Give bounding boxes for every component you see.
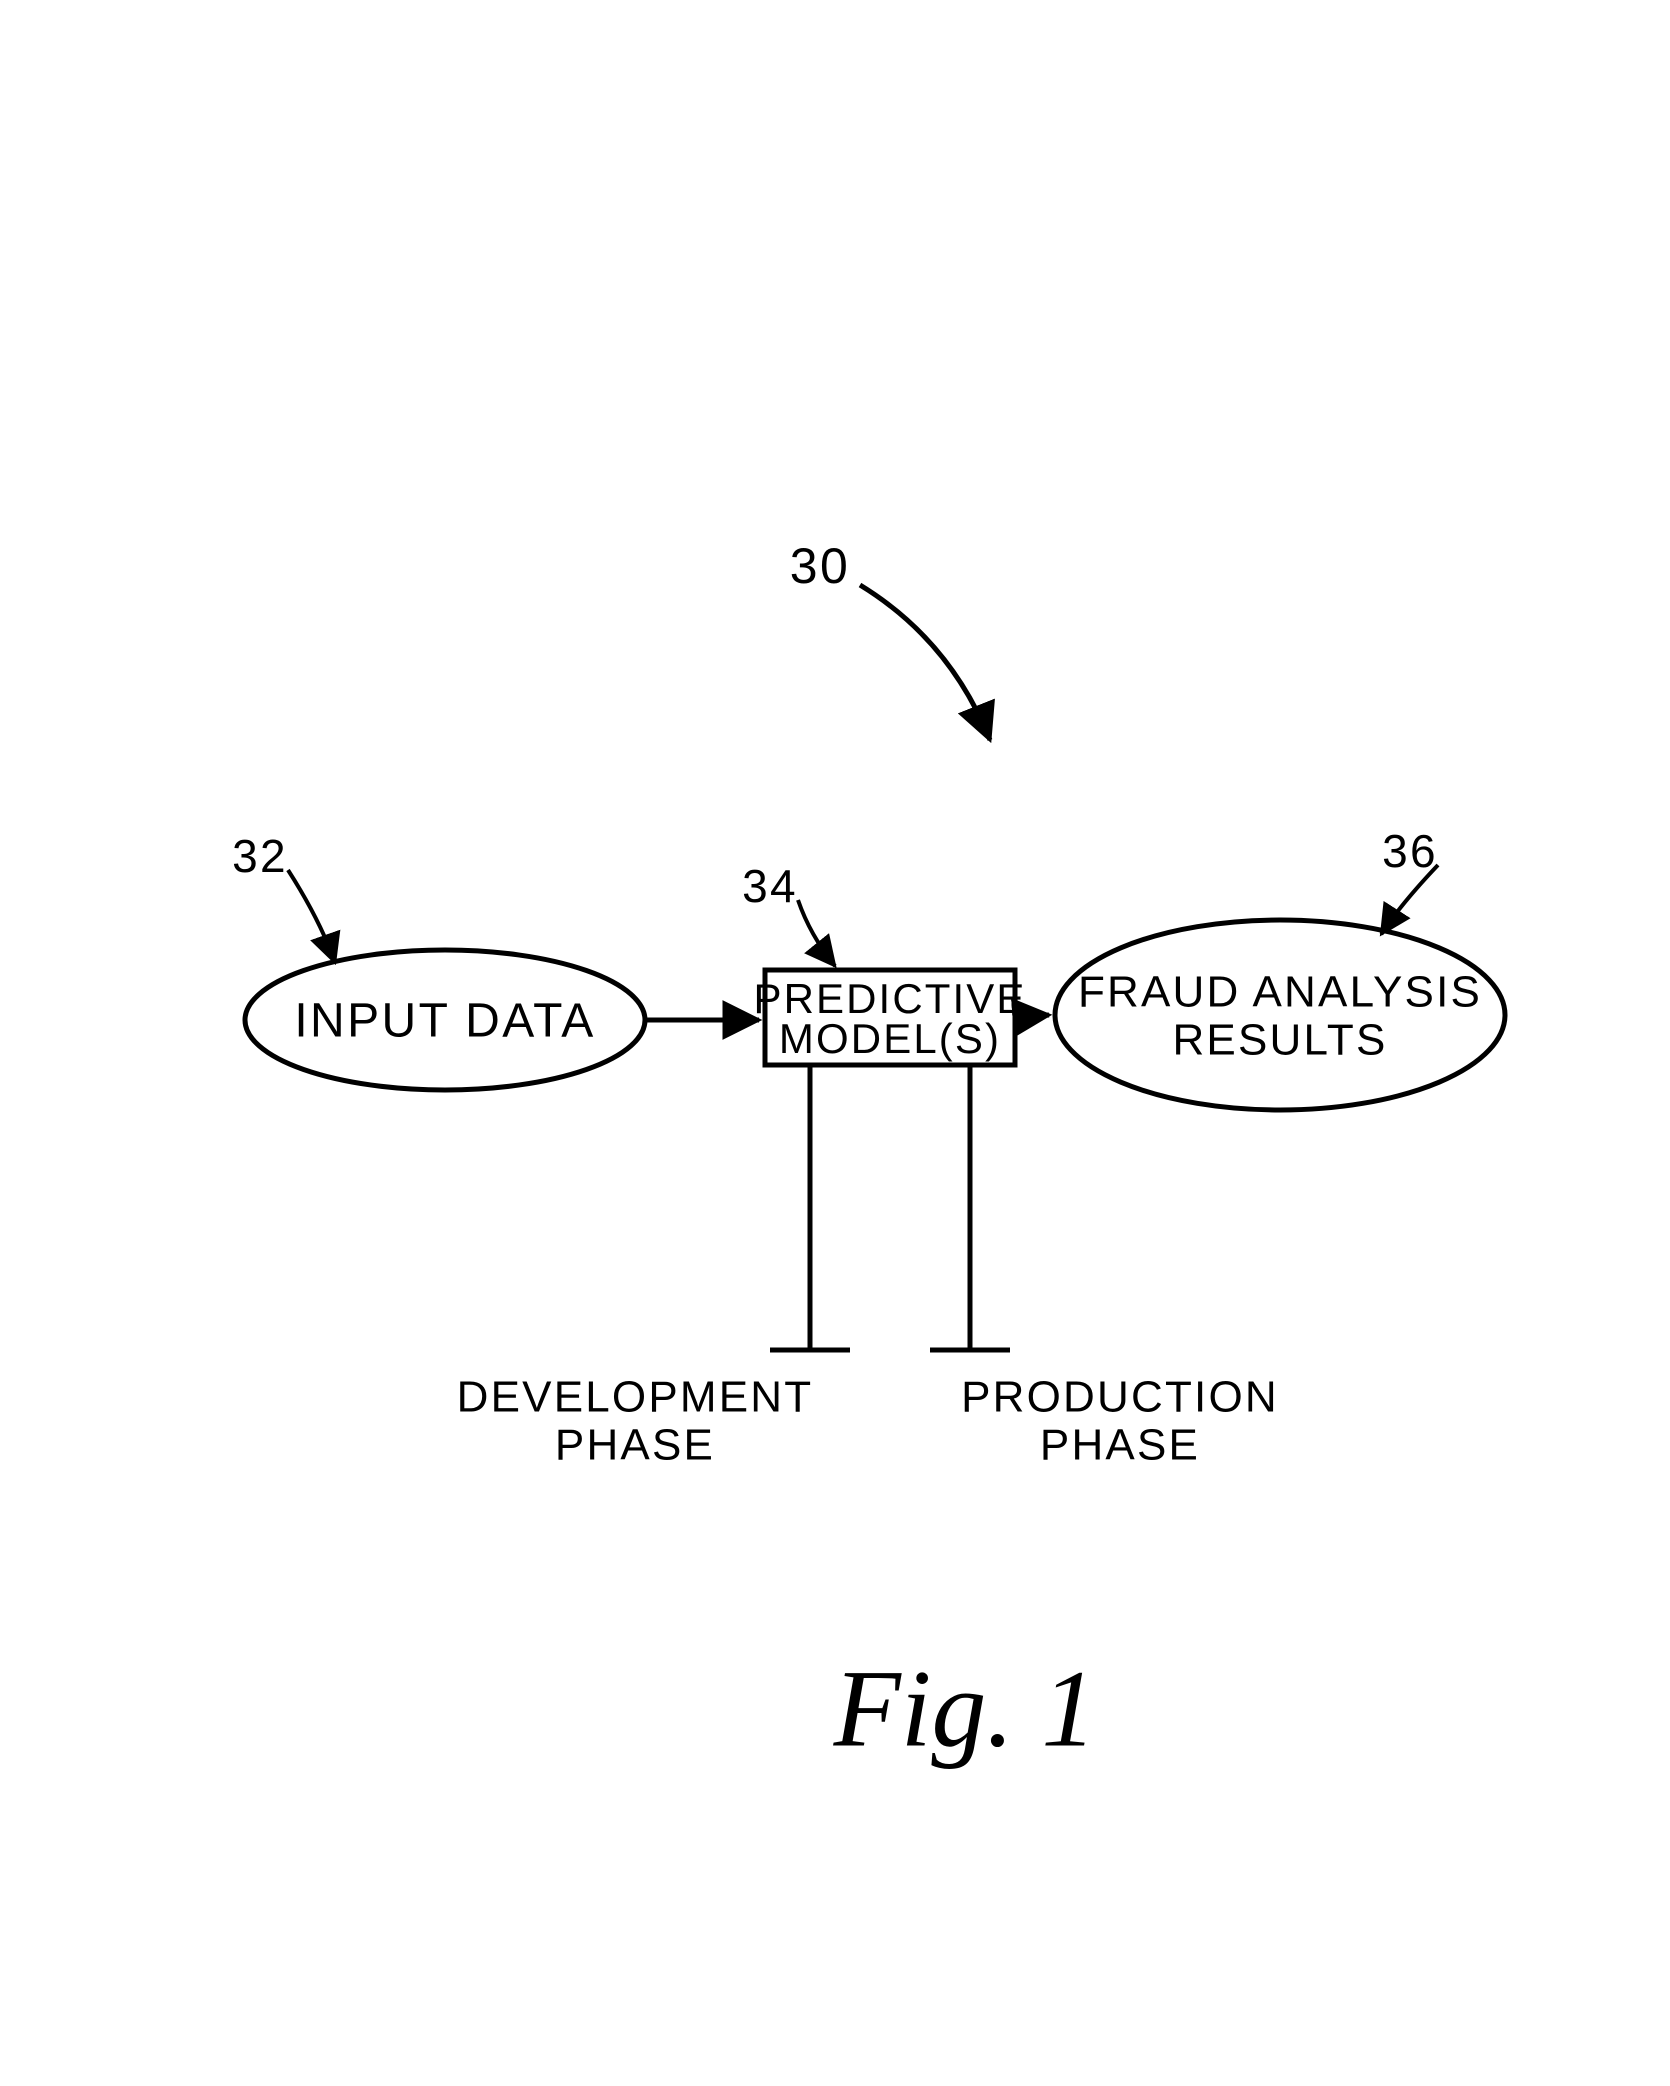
ref-32: 32 — [232, 830, 288, 882]
ref-leader-34 — [798, 900, 835, 966]
arrow-model-to-results — [1015, 1015, 1049, 1018]
production-phase-label-2: PHASE — [1040, 1421, 1200, 1470]
ref-leader-30 — [860, 585, 990, 740]
results-label-2: RESULTS — [1172, 1016, 1387, 1065]
development-phase-label-1: DEVELOPMENT — [457, 1373, 814, 1422]
ref-leader-32 — [288, 870, 335, 963]
production-phase-label-1: PRODUCTION — [961, 1373, 1279, 1422]
results-label-1: FRAUD ANALYSIS — [1078, 968, 1482, 1017]
ref-34: 34 — [742, 860, 798, 912]
development-phase-label-2: PHASE — [555, 1421, 715, 1470]
input-data-label: INPUT DATA — [294, 995, 595, 1048]
figure-label: Fig. 1 — [833, 1647, 1097, 1769]
ref-36: 36 — [1382, 825, 1438, 877]
ref-30: 30 — [790, 538, 851, 594]
predictive-model-label-2: MODEL(S) — [779, 1015, 1001, 1062]
